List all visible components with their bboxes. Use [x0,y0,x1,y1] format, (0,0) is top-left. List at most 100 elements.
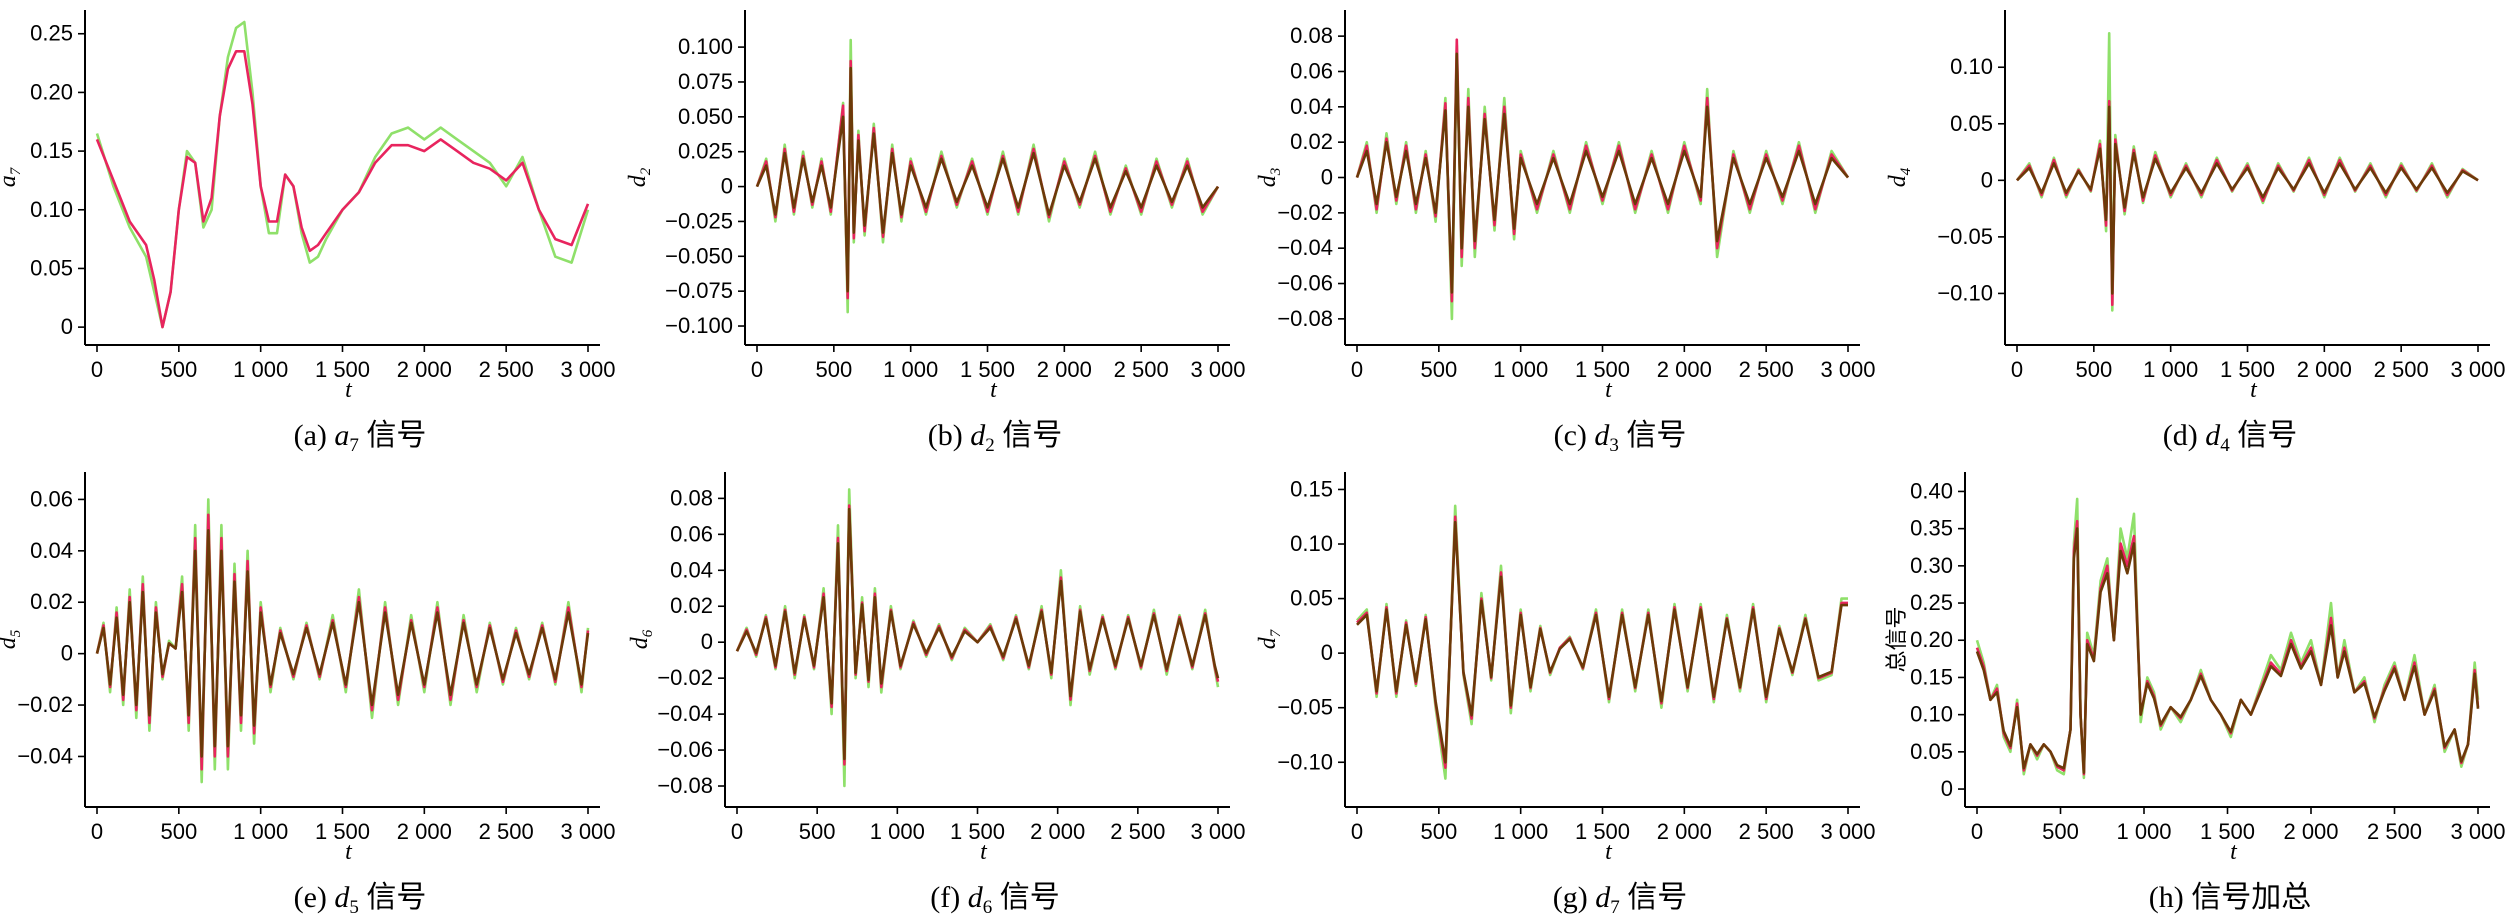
y-tick-label: −0.06 [1277,271,1333,296]
x-tick-label: 1 500 [960,357,1015,382]
x-tick-label: 1 000 [1493,357,1548,382]
caption-prefix: (d) [2162,419,2206,452]
x-tick-label: 1 000 [1493,819,1548,844]
chart-a: 0 500 1 000 1 500 2 000 2 500 3 000 0 0.05 0.10 0.… [0,10,616,403]
caption-suffix: 信号 [1618,419,1687,452]
caption-prefix: (h) [2148,881,2192,914]
series-line-brown [1975,527,2480,775]
x-tick-label: 2 500 [2367,819,2422,844]
x-tick-label: 1 000 [870,819,925,844]
panel-h: 0 500 1 000 1 500 2 000 2 500 3 000 0 0.05 0.10 0.… [1885,462,2520,923]
panel-g: 0 500 1 000 1 500 2 000 2 500 3 000 −0.10 −0.05 0… [1255,462,1890,923]
y-tick-label: 0.15 [30,138,73,163]
y-tick-label: 0.06 [1290,58,1333,83]
y-tick-label: −0.02 [657,665,713,690]
y-axis-label-subscript: 2 [638,167,654,175]
x-tick-label: 2 500 [2374,357,2429,382]
y-tick-label: 0.04 [1290,94,1333,119]
x-tick-label: 500 [1420,357,1457,382]
x-tick-label: 1 000 [2116,819,2171,844]
y-tick-label: 0 [721,174,733,199]
y-axis-label-subscript: 4 [1898,167,1914,175]
x-tick-label: 3 000 [1820,357,1875,382]
caption-e: (e) d5 信号 [90,872,630,919]
x-tick-label: 2 000 [1037,357,1092,382]
caption-suffix: 信号 [992,881,1060,914]
y-tick-label: 0.15 [1910,664,1953,689]
y-tick-label: 0.10 [30,197,73,222]
y-tick-label: −0.02 [1277,200,1333,225]
caption-prefix: (a) [293,419,335,452]
series-line-brown [1356,520,1848,764]
x-axis-label: t [980,839,988,865]
series-line-brown [755,66,1220,293]
caption-suffix: 信号 [994,419,1063,452]
caption-symbol: d [970,419,986,452]
y-tick-label: 0.20 [30,79,73,104]
x-tick-label: 2 500 [1110,819,1165,844]
x-tick-label: 1 000 [883,357,938,382]
y-tick-label: 0.10 [1950,54,1993,79]
y-axis-label-subscript: 7 [8,166,24,175]
panel-c: 0 500 1 000 1 500 2 000 2 500 3 000 −0.08 −0.06 −… [1255,0,1890,460]
x-tick-label: 500 [2075,357,2112,382]
caption-symbol: d [1595,881,1611,914]
chart-d: 0 500 1 000 1 500 2 000 2 500 3 000 −0.10 −0.05 0… [1885,10,2506,403]
y-tick-label: −0.08 [657,773,713,798]
x-axis-label: t [2230,839,2238,865]
series-line-green [755,38,1220,314]
caption-d: (d) d4 信号 [1960,410,2500,457]
y-tick-label: 0.40 [1910,478,1953,503]
x-tick-label: 3 000 [1820,819,1875,844]
y-tick-label: 0.06 [30,486,73,511]
y-tick-label: 0.06 [670,521,713,546]
x-tick-label: 2 000 [1657,819,1712,844]
x-tick-label: 500 [799,819,836,844]
caption-prefix: (b) [927,419,971,452]
series-line-brown [95,529,590,758]
x-tick-label: 1 500 [2220,357,2275,382]
y-tick-label: −0.050 [665,243,733,268]
caption-h: (h) 信号加总 [1960,872,2500,919]
y-tick-label: 0.20 [1910,627,1953,652]
x-tick-label: 3 000 [2450,357,2505,382]
panel-a: 0 500 1 000 1 500 2 000 2 500 3 000 0 0.05 0.10 0.… [0,0,630,460]
caption-suffix: 信号 [358,419,427,452]
caption-subscript: 6 [982,897,993,918]
x-tick-label: 3 000 [560,819,615,844]
y-axis-label: d7 [1255,628,1284,649]
caption-subscript: 5 [349,897,359,918]
x-tick-label: 0 [91,357,103,382]
caption-symbol: d [2205,419,2221,452]
x-tick-label: 2 500 [1739,819,1794,844]
x-tick-label: 0 [91,819,103,844]
y-axis-label: d5 [0,629,24,649]
y-axis-label-subscript: 3 [1268,168,1284,177]
caption-subscript: 3 [1609,435,1619,456]
y-tick-label: 0.10 [1910,702,1953,727]
x-axis-label: t [345,377,353,403]
chart-c: 0 500 1 000 1 500 2 000 2 500 3 000 −0.08 −0.06 −… [1255,10,1876,403]
y-tick-label: −0.10 [1277,749,1333,774]
y-tick-label: 0.100 [678,34,733,59]
y-tick-label: −0.100 [665,313,733,338]
series-line-red [2016,99,2479,307]
caption-symbol: d [334,881,350,914]
caption-prefix: (g) [1552,881,1596,914]
x-tick-label: 0 [731,819,743,844]
series-line-green [2015,31,2479,312]
chart-h: 0 500 1 000 1 500 2 000 2 500 3 000 0 0.05 0.10 0.… [1885,472,2506,865]
x-tick-label: 2 000 [2283,819,2338,844]
caption-f: (f) d6 信号 [730,872,1260,919]
y-tick-label: 0.050 [678,104,733,129]
x-tick-label: 1 500 [1575,357,1630,382]
y-axis-label-subscript: 7 [1268,628,1284,637]
y-tick-label: 0.10 [1290,531,1333,556]
x-tick-label: 500 [160,819,197,844]
y-tick-label: −0.025 [665,208,733,233]
y-tick-label: 0.075 [678,69,733,94]
caption-prefix: (e) [293,881,335,914]
y-tick-label: 0.08 [1290,23,1333,48]
x-axis-label: t [2250,377,2258,403]
x-tick-label: 2 000 [1657,357,1712,382]
